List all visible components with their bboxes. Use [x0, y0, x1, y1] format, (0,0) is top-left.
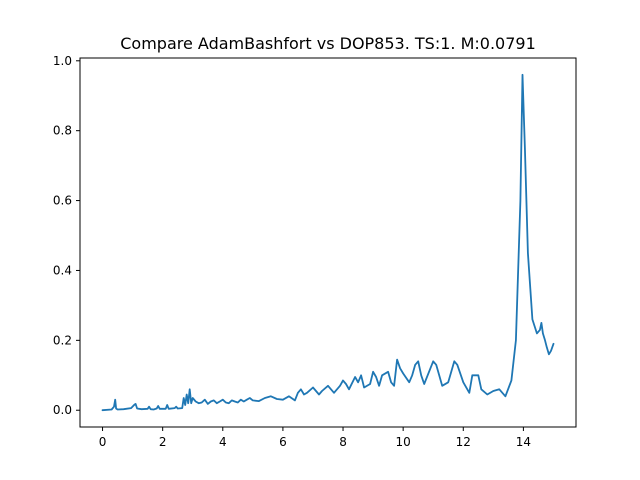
plot-area	[101, 73, 555, 412]
x-tick-label: 6	[279, 435, 287, 449]
y-tick-label: 0.8	[53, 124, 72, 138]
chart-title: Compare AdamBashfort vs DOP853. TS:1. M:…	[120, 34, 536, 53]
y-tick-label: 0.2	[53, 333, 72, 347]
x-tick-label: 10	[396, 435, 411, 449]
x-tick-label: 14	[516, 435, 531, 449]
series-line	[101, 73, 555, 412]
y-tick-label: 0.6	[53, 194, 72, 208]
x-tick-label: 2	[159, 435, 167, 449]
x-tick-label: 12	[456, 435, 471, 449]
x-tick-label: 4	[219, 435, 227, 449]
y-tick-label: 0.0	[53, 403, 72, 417]
y-tick-label: 0.4	[53, 263, 72, 277]
y-tick-label: 1.0	[53, 54, 72, 68]
y-axis: 0.0 0.2 0.4 0.6 0.8 1.0	[53, 54, 80, 417]
x-tick-label: 0	[99, 435, 107, 449]
x-axis: 0 2 4 6 8 10 12 14	[99, 427, 531, 449]
x-tick-label: 8	[339, 435, 347, 449]
axes-frame	[79, 57, 577, 428]
